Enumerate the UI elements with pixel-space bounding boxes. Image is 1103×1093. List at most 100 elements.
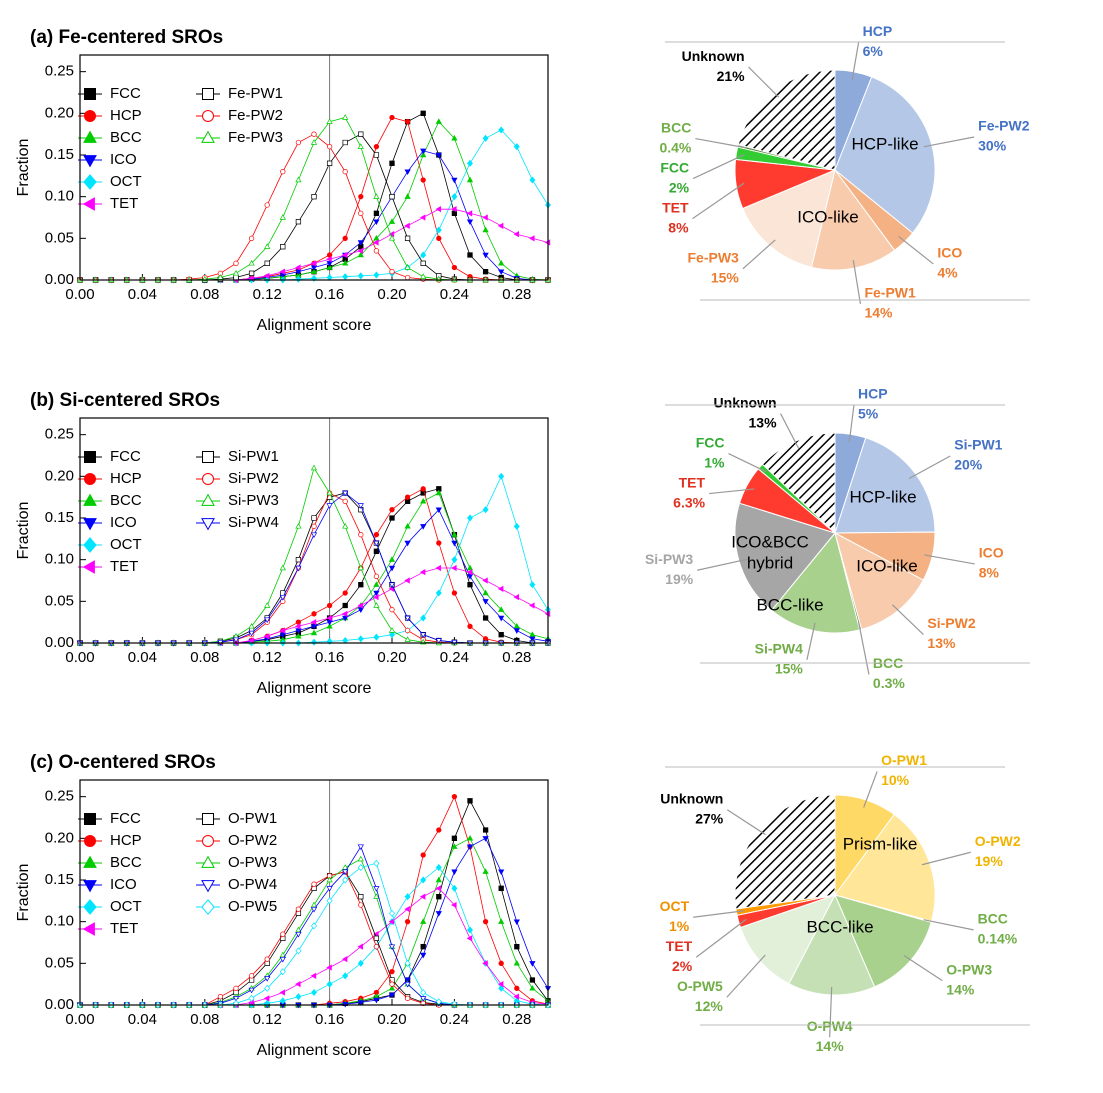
data-point: [264, 602, 271, 608]
data-point: [295, 557, 302, 563]
data-point: [482, 252, 489, 259]
slice-label: ICO: [979, 545, 1004, 561]
data-point: [341, 956, 348, 963]
group-label: Prism-like: [843, 834, 918, 853]
slice-value-label: 8%: [668, 219, 689, 235]
group-label: hybrid: [747, 553, 793, 572]
data-point: [295, 139, 302, 146]
legend-label: O-PW2: [228, 832, 277, 849]
data-point: [420, 486, 426, 492]
data-point: [326, 602, 333, 609]
data-point: [420, 614, 427, 622]
data-point: [342, 602, 348, 609]
data-point: [232, 996, 240, 1002]
data-point: [514, 944, 520, 950]
data-point: [279, 627, 285, 634]
legend-label: TET: [110, 920, 138, 937]
y-tick-label: 0.10: [45, 551, 74, 568]
data-point: [295, 565, 302, 572]
data-point: [529, 977, 536, 983]
x-tick-label: 0.00: [65, 649, 94, 666]
y-tick-label: 0.20: [45, 104, 74, 121]
legend-marker: [83, 493, 97, 506]
x-tick-label: 0.12: [253, 1011, 282, 1028]
data-point: [280, 244, 286, 250]
data-point: [467, 159, 473, 167]
slice-value-label: 19%: [665, 571, 694, 587]
data-point: [311, 523, 317, 529]
data-point: [232, 269, 240, 276]
slice-value-label: 2%: [669, 179, 690, 195]
x-tick-label: 0.16: [315, 649, 344, 666]
data-point: [498, 869, 505, 876]
data-point: [342, 590, 348, 596]
leader-line: [852, 260, 862, 305]
data-point: [451, 1000, 458, 1008]
series-line: [80, 795, 549, 1006]
group-label: ICO-like: [797, 207, 858, 226]
data-point: [498, 960, 504, 966]
data-point: [466, 564, 474, 571]
data-point: [467, 252, 473, 258]
data-point: [248, 270, 255, 276]
data-point: [404, 615, 411, 622]
data-point: [513, 959, 520, 966]
x-axis-label: Alignment score: [257, 317, 372, 334]
legend-label: BCC: [110, 854, 142, 871]
slice-label: O-PW5: [677, 978, 723, 994]
data-point: [498, 885, 504, 891]
data-point: [248, 637, 254, 644]
data-point: [451, 556, 458, 564]
data-point: [217, 274, 224, 280]
chart-title: (a) Fe-centered SROs: [30, 27, 223, 48]
data-point: [264, 984, 271, 992]
data-point: [373, 944, 380, 950]
slice-value-label: 27%: [695, 810, 724, 826]
slice-label: Si-PW3: [645, 551, 693, 567]
data-point: [373, 532, 380, 538]
data-point: [435, 118, 442, 124]
data-point: [311, 131, 317, 137]
data-point: [435, 564, 441, 572]
x-tick-label: 0.04: [128, 286, 157, 303]
pie-slice: [734, 794, 836, 910]
data-point: [451, 177, 458, 184]
data-point: [404, 264, 411, 270]
data-point: [389, 269, 395, 275]
data-point: [404, 919, 411, 925]
leader-line: [692, 153, 745, 180]
slice-label: Unknown: [660, 790, 723, 806]
data-point: [295, 628, 302, 634]
data-point: [436, 540, 442, 546]
data-point: [373, 144, 380, 150]
legend-marker: [202, 835, 214, 847]
data-point: [404, 522, 411, 529]
legend-marker: [84, 88, 96, 100]
slice-label: O-PW4: [807, 1018, 853, 1034]
x-tick-label: 0.20: [377, 649, 406, 666]
data-point: [529, 235, 535, 242]
data-point: [342, 490, 349, 497]
series-line: [80, 488, 548, 644]
data-point: [279, 564, 286, 571]
data-point: [310, 629, 318, 636]
legend-label: O-PW3: [228, 854, 277, 871]
data-point: [295, 926, 302, 933]
data-point: [279, 594, 286, 601]
slice-label: TET: [679, 474, 706, 490]
data-point: [342, 972, 349, 980]
data-point: [498, 984, 505, 992]
data-point: [310, 532, 318, 539]
data-point: [498, 259, 505, 266]
leader-line: [728, 453, 767, 473]
data-point: [341, 251, 348, 259]
legend-label: ICO: [110, 514, 137, 531]
data-point: [482, 827, 489, 833]
leader-line: [857, 621, 870, 675]
data-point: [388, 556, 396, 562]
data-point: [466, 844, 474, 851]
plot-frame: [79, 779, 549, 1006]
data-point: [310, 906, 318, 913]
series-line: [80, 120, 549, 281]
data-point: [248, 630, 255, 637]
